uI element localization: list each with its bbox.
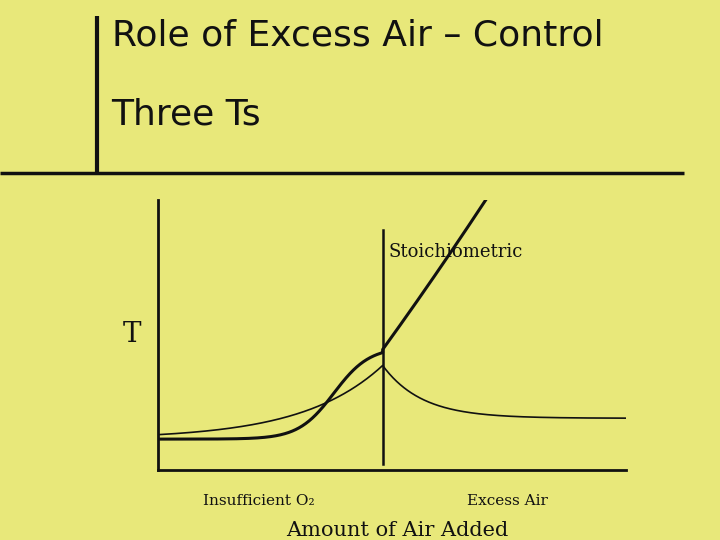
- Text: Role of Excess Air – Control: Role of Excess Air – Control: [112, 19, 603, 53]
- Text: Excess Air: Excess Air: [467, 494, 547, 508]
- Text: Insufficient O₂: Insufficient O₂: [202, 494, 314, 508]
- Text: T: T: [122, 321, 141, 348]
- Text: Stoichiometric: Stoichiometric: [389, 243, 523, 261]
- Text: Amount of Air Added: Amount of Air Added: [286, 521, 508, 540]
- Text: Three Ts: Three Ts: [112, 97, 261, 131]
